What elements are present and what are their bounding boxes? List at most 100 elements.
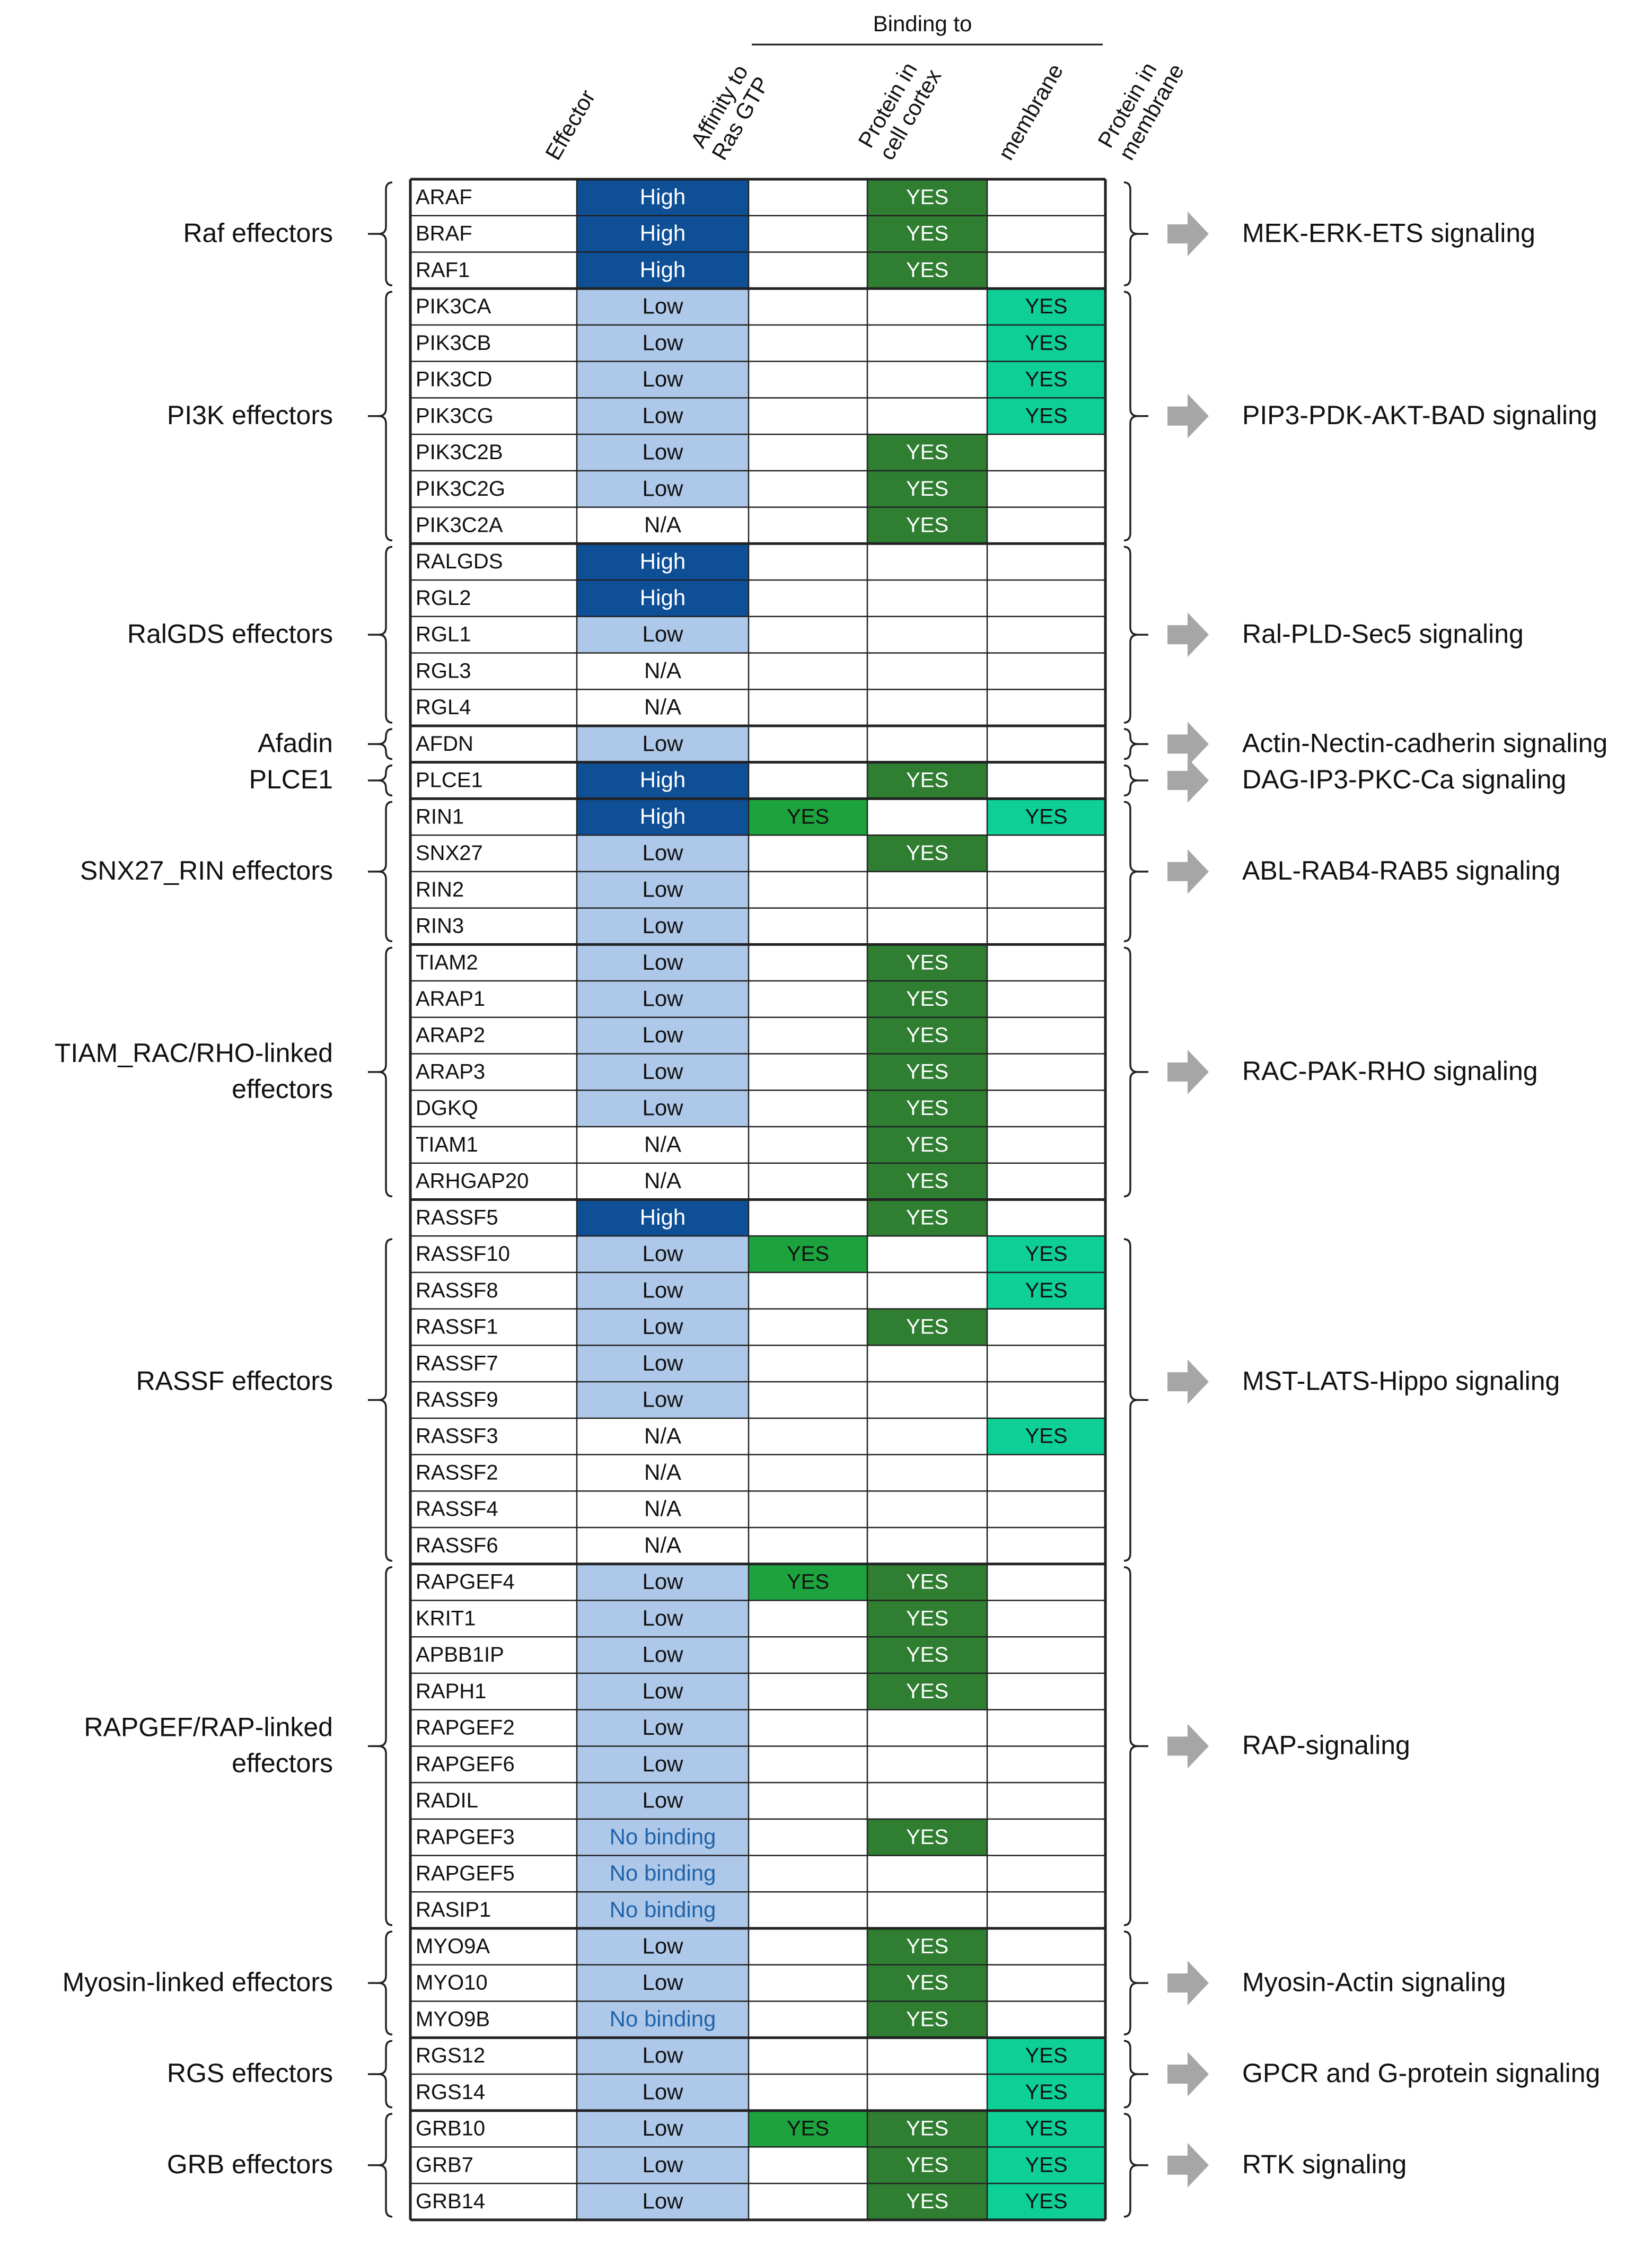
left-group-bracket: [368, 946, 393, 1198]
membrane-yes-cell: [867, 252, 987, 289]
cortex-yes-cell: [749, 1236, 867, 1272]
cortex-yes-cell: [749, 2110, 867, 2147]
protein-membrane-yes-cell: [987, 361, 1105, 398]
affinity-cell: [577, 215, 749, 252]
membrane-yes-label: YES: [906, 258, 948, 282]
membrane-yes-cell: [867, 215, 987, 252]
affinity-value: Low: [642, 294, 683, 319]
protein-membrane-yes-label: YES: [1025, 2044, 1067, 2067]
effector-name: RIN2: [416, 878, 464, 901]
affinity-cell: [577, 1637, 749, 1673]
affinity-cell: [577, 179, 749, 216]
affinity-cell: [577, 1673, 749, 1710]
effector-name: RAPH1: [416, 1680, 486, 1703]
effector-name: RIN3: [416, 915, 464, 938]
signaling-arrow: [1167, 1961, 1209, 2006]
membrane-yes-cell: [867, 835, 987, 872]
protein-membrane-yes-label: YES: [1025, 404, 1067, 427]
signaling-arrow: [1167, 393, 1209, 438]
effector-name: RASIP1: [416, 1898, 491, 1921]
affinity-cell: [577, 725, 749, 762]
right-group-bracket: [1123, 2112, 1148, 2218]
affinity-cell: [577, 908, 749, 945]
signaling-pathway-label: PIP3-PDK-AKT-BAD signaling: [1242, 400, 1597, 430]
right-group-bracket: [1123, 801, 1148, 943]
signaling-arrow: [1167, 2051, 1209, 2096]
effector-name: ARAP1: [416, 987, 485, 1011]
membrane-yes-cell: [867, 762, 987, 799]
effector-name: PIK3CG: [416, 404, 494, 427]
effector-name: ARAP3: [416, 1060, 485, 1083]
effector-name: RASSF5: [416, 1206, 498, 1229]
effector-name: ARHGAP20: [416, 1170, 529, 1193]
left-group-bracket: [368, 2112, 393, 2218]
affinity-cell: [577, 871, 749, 908]
affinity-value: Low: [642, 950, 683, 975]
affinity-value: Low: [642, 986, 683, 1011]
membrane-yes-label: YES: [906, 2190, 948, 2213]
affinity-value: Low: [642, 913, 683, 938]
effector-name: BRAF: [416, 222, 472, 245]
protein-membrane-yes-label: YES: [1025, 295, 1067, 318]
membrane-yes-label: YES: [906, 2153, 948, 2176]
left-group-bracket: [368, 728, 393, 760]
membrane-yes-label: YES: [906, 1825, 948, 1849]
left-group-bracket: [368, 1930, 393, 2035]
affinity-cell: [577, 616, 749, 653]
group-label: PLCE1: [249, 765, 333, 794]
membrane-yes-cell: [867, 1163, 987, 1200]
effector-name: AFDN: [416, 732, 473, 756]
column-header-membrane: membrane: [993, 59, 1068, 164]
membrane-yes-label: YES: [906, 951, 948, 974]
affinity-cell: [577, 835, 749, 872]
right-group-bracket: [1123, 1238, 1148, 1562]
affinity-cell: [577, 434, 749, 471]
membrane-yes-label: YES: [906, 186, 948, 209]
effector-name: RASSF9: [416, 1388, 498, 1411]
effector-name: RASSF4: [416, 1497, 498, 1521]
effector-name: KRIT1: [416, 1607, 476, 1630]
membrane-yes-label: YES: [906, 1315, 948, 1339]
affinity-value: High: [640, 1205, 686, 1230]
group-label: effectors: [232, 1074, 333, 1104]
affinity-cell: [577, 1090, 749, 1127]
group-label: RASSF effectors: [136, 1366, 333, 1395]
affinity-value: Low: [642, 1569, 683, 1594]
signaling-pathway-label: DAG-IP3-PKC-Ca signaling: [1242, 765, 1566, 794]
left-group-bracket: [368, 546, 393, 724]
effector-name: RGS12: [416, 2044, 485, 2067]
left-group-bracket: [368, 801, 393, 943]
membrane-yes-label: YES: [906, 222, 948, 245]
effector-name: RGL2: [416, 586, 471, 610]
affinity-value: Low: [642, 840, 683, 865]
effector-name: RAPGEF5: [416, 1862, 515, 1885]
cortex-yes-label: YES: [787, 1242, 829, 1266]
effector-name: RAPGEF3: [416, 1825, 515, 1849]
effector-name: RGL3: [416, 659, 471, 682]
membrane-yes-label: YES: [906, 1170, 948, 1193]
membrane-yes-label: YES: [906, 1024, 948, 1047]
affinity-value: No binding: [610, 1897, 716, 1922]
membrane-yes-label: YES: [906, 987, 948, 1011]
signaling-arrow: [1167, 1359, 1209, 1404]
affinity-cell: [577, 470, 749, 507]
effector-name: RAPGEF2: [416, 1716, 515, 1740]
affinity-value: N/A: [644, 1460, 681, 1485]
protein-membrane-yes-cell: [987, 398, 1105, 435]
protein-membrane-yes-label: YES: [1025, 2081, 1067, 2104]
affinity-value: N/A: [644, 512, 681, 537]
membrane-yes-cell: [867, 1126, 987, 1163]
membrane-yes-cell: [867, 1564, 987, 1601]
affinity-value: Low: [642, 621, 683, 646]
effector-name: RALGDS: [416, 550, 503, 573]
group-label: PI3K effectors: [167, 400, 333, 430]
left-group-bracket: [368, 1566, 393, 1926]
right-group-bracket: [1123, 1930, 1148, 2035]
affinity-cell: [577, 1054, 749, 1091]
affinity-value: Low: [642, 1642, 683, 1667]
signaling-pathway-label: RAP-signaling: [1242, 1731, 1410, 1760]
signaling-pathway-label: MST-LATS-Hippo signaling: [1242, 1366, 1560, 1395]
effector-name: RASSF7: [416, 1351, 498, 1375]
left-group-bracket: [368, 1238, 393, 1562]
